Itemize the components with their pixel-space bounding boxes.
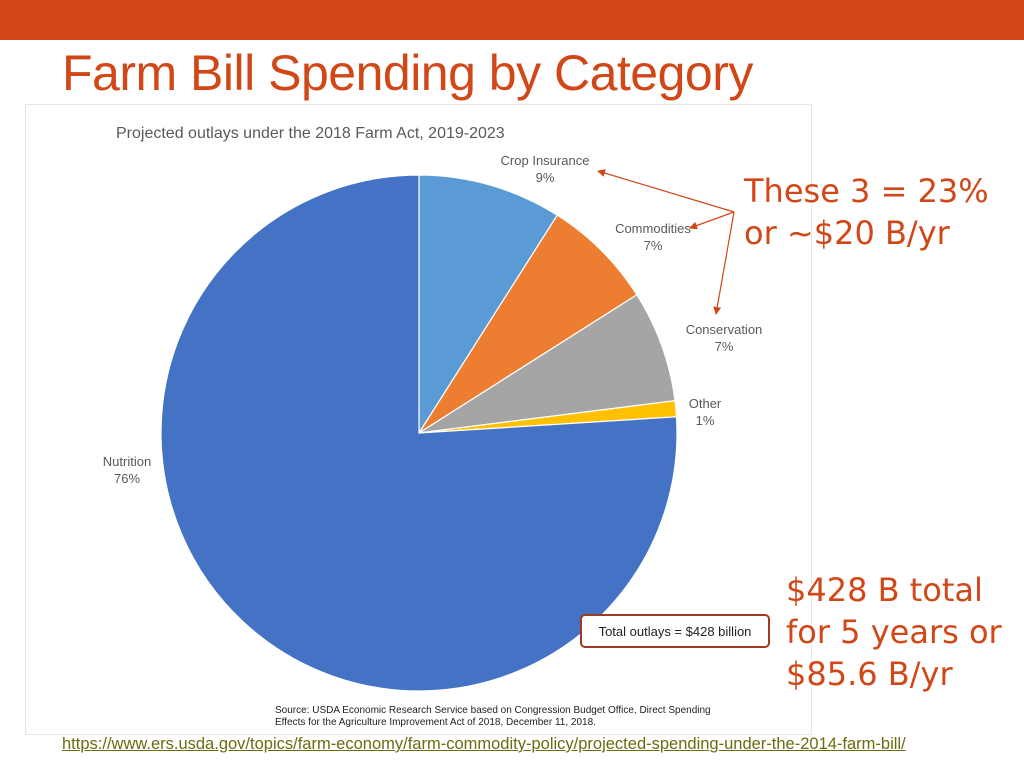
top-accent-bar [0, 0, 1024, 40]
pie-slice-nutrition [160, 174, 678, 692]
source-url-link[interactable]: https://www.ers.usda.gov/topics/farm-eco… [62, 735, 906, 753]
callout-these-3-line-1: These 3 = 23% [744, 172, 989, 210]
source-line-2: Effects for the Agriculture Improvement … [275, 717, 596, 728]
pie-slice-crop-insurance [418, 174, 559, 436]
pie-label-other: Other [689, 396, 722, 411]
total-outlays-box [580, 614, 770, 648]
slide-title: Farm Bill Spending by Category [62, 45, 753, 101]
callout-total-line-3: $85.6 B/yr [786, 655, 953, 693]
callout-total-line-2: for 5 years or [786, 613, 1002, 651]
pie-label-commodities: Commodities [615, 221, 691, 236]
callout-these-3-line-2: or ~$20 B/yr [744, 214, 950, 252]
pie-slices [160, 174, 678, 692]
callout-total-line-1: $428 B total [786, 571, 983, 609]
pie-label-conservation: Conservation [686, 322, 763, 337]
chart-frame: Projected outlays under the 2018 Farm Ac… [25, 104, 812, 735]
pie-value-crop-insurance: 9% [536, 170, 555, 185]
pie-value-nutrition: 76% [114, 471, 140, 486]
pie-value-commodities: 7% [644, 238, 663, 253]
pie-labels: Crop Insurance 9% Commodities 7% Conservatio… [103, 153, 763, 486]
pie-value-conservation: 7% [715, 339, 734, 354]
chart-title: Projected outlays under the 2018 Farm Ac… [116, 125, 505, 142]
source-line-1: Source: USDA Economic Research Service b… [275, 705, 711, 716]
callout-these-3: These 3 = 23% or ~$20 B/yr [744, 170, 989, 254]
callout-total: $428 B total for 5 years or $85.6 B/yr [786, 569, 1002, 695]
pie-chart: Projected outlays under the 2018 Farm Ac… [103, 125, 770, 728]
pie-slice-conservation [418, 293, 676, 434]
pie-value-other: 1% [696, 413, 715, 428]
pie-label-nutrition: Nutrition [103, 454, 151, 469]
pie-slice-commodities [418, 214, 638, 434]
pie-label-crop-insurance: Crop Insurance [501, 153, 590, 168]
total-outlays-label: Total outlays = $428 billion [599, 624, 752, 639]
